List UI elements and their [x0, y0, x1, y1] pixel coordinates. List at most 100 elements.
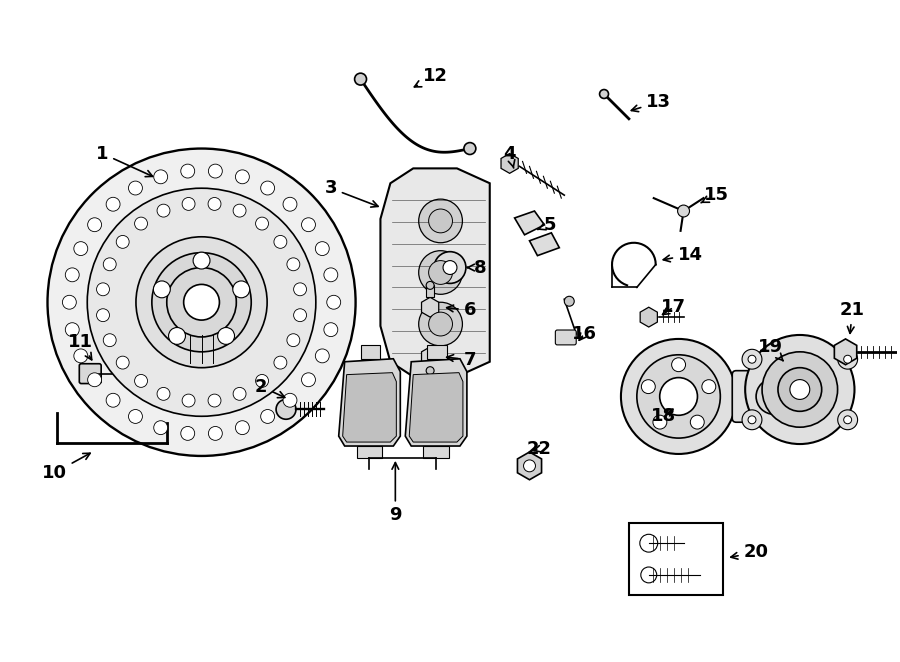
Text: 18: 18: [651, 407, 676, 425]
Circle shape: [233, 204, 246, 217]
Circle shape: [182, 197, 195, 211]
Circle shape: [158, 387, 170, 401]
Circle shape: [302, 373, 315, 387]
Circle shape: [637, 355, 720, 438]
Circle shape: [426, 367, 434, 375]
Circle shape: [135, 217, 148, 230]
Circle shape: [790, 379, 810, 399]
Polygon shape: [515, 211, 544, 235]
FancyBboxPatch shape: [733, 371, 782, 422]
Circle shape: [116, 356, 130, 369]
Polygon shape: [343, 373, 396, 442]
Circle shape: [136, 237, 267, 367]
Text: 9: 9: [389, 463, 401, 524]
Circle shape: [302, 218, 315, 232]
Circle shape: [762, 352, 838, 427]
Polygon shape: [428, 345, 447, 359]
Circle shape: [106, 393, 120, 407]
Bar: [426, 285, 434, 297]
Circle shape: [434, 252, 466, 283]
Text: 13: 13: [631, 93, 671, 112]
Circle shape: [236, 421, 249, 435]
Circle shape: [418, 251, 463, 295]
Circle shape: [181, 164, 194, 178]
Circle shape: [233, 281, 249, 298]
Text: 6: 6: [446, 301, 476, 319]
Text: 2: 2: [255, 377, 284, 398]
Circle shape: [315, 349, 329, 363]
Circle shape: [87, 188, 316, 416]
Circle shape: [261, 410, 274, 424]
Circle shape: [158, 204, 170, 217]
Circle shape: [135, 375, 148, 387]
Text: 10: 10: [42, 453, 90, 482]
Circle shape: [181, 426, 194, 440]
Circle shape: [745, 335, 854, 444]
Circle shape: [748, 355, 756, 363]
Circle shape: [748, 416, 756, 424]
Text: 16: 16: [572, 325, 597, 343]
Circle shape: [104, 258, 116, 271]
Circle shape: [599, 89, 608, 99]
Polygon shape: [356, 446, 382, 458]
Circle shape: [660, 377, 698, 415]
Polygon shape: [423, 446, 449, 458]
Circle shape: [153, 281, 170, 298]
Circle shape: [324, 322, 338, 336]
Polygon shape: [529, 233, 559, 256]
Circle shape: [261, 181, 274, 195]
Circle shape: [87, 373, 102, 387]
Circle shape: [642, 380, 655, 394]
Circle shape: [418, 199, 463, 243]
Text: 20: 20: [731, 543, 769, 561]
Circle shape: [274, 236, 287, 248]
FancyBboxPatch shape: [79, 363, 101, 383]
Circle shape: [256, 375, 268, 387]
Circle shape: [184, 285, 220, 320]
Circle shape: [208, 197, 221, 211]
Text: 21: 21: [840, 301, 865, 334]
Circle shape: [315, 242, 329, 256]
Polygon shape: [361, 345, 381, 359]
Text: 17: 17: [662, 298, 686, 316]
Circle shape: [428, 261, 453, 285]
Circle shape: [283, 197, 297, 211]
Circle shape: [208, 394, 221, 407]
Circle shape: [74, 349, 87, 363]
Text: 5: 5: [537, 216, 555, 234]
Circle shape: [283, 393, 297, 407]
Polygon shape: [640, 307, 657, 327]
Text: 12: 12: [414, 67, 447, 87]
Circle shape: [742, 350, 762, 369]
Circle shape: [129, 181, 142, 195]
Circle shape: [233, 387, 246, 401]
Circle shape: [274, 356, 287, 369]
Circle shape: [426, 281, 434, 289]
Circle shape: [443, 261, 457, 275]
Circle shape: [564, 297, 574, 307]
Polygon shape: [421, 297, 438, 317]
Circle shape: [756, 379, 792, 414]
FancyBboxPatch shape: [555, 330, 576, 345]
Circle shape: [276, 399, 296, 419]
Polygon shape: [405, 359, 467, 446]
Text: 1: 1: [96, 144, 153, 177]
Polygon shape: [518, 452, 542, 480]
Text: 14: 14: [663, 246, 703, 263]
Text: 22: 22: [526, 440, 552, 458]
Circle shape: [66, 268, 79, 282]
Circle shape: [209, 164, 222, 178]
Circle shape: [702, 380, 716, 394]
Bar: [426, 367, 434, 379]
Circle shape: [236, 170, 249, 184]
Circle shape: [418, 303, 463, 346]
Circle shape: [168, 328, 185, 344]
Polygon shape: [501, 154, 518, 173]
Circle shape: [742, 410, 762, 430]
Circle shape: [96, 308, 110, 322]
Circle shape: [154, 170, 167, 184]
Circle shape: [74, 242, 87, 256]
Circle shape: [209, 426, 222, 440]
Circle shape: [690, 415, 704, 429]
Circle shape: [182, 394, 195, 407]
